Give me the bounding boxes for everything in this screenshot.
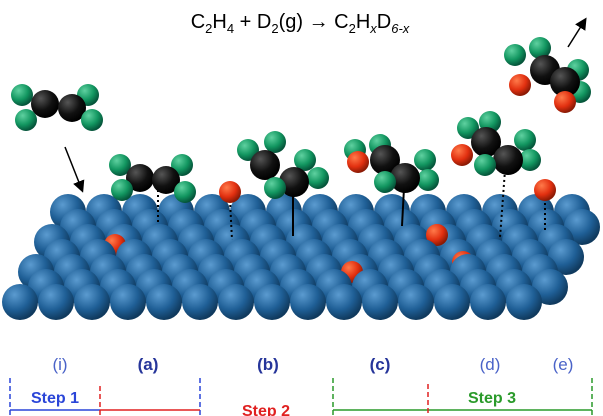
- atom: [414, 149, 436, 171]
- atom: [534, 179, 556, 201]
- surface-atom: [74, 284, 110, 320]
- eq-part: H: [212, 11, 226, 33]
- atom: [474, 154, 496, 176]
- eq-sub: 4: [227, 21, 234, 36]
- surface: [2, 194, 600, 320]
- surface-atom: [254, 284, 290, 320]
- surface-atom: [38, 284, 74, 320]
- atom: [250, 150, 280, 180]
- atom: [519, 149, 541, 171]
- molecules: [11, 37, 591, 241]
- eq-sub: 2: [271, 21, 278, 36]
- surface-atom: [506, 284, 542, 320]
- stage-label: (b): [257, 355, 279, 374]
- atom: [58, 94, 86, 122]
- step-label: Step 3: [468, 390, 516, 407]
- surface-atom: [434, 284, 470, 320]
- eq-sub: 2: [205, 21, 212, 36]
- bond: [499, 169, 506, 239]
- stage-label: (i): [52, 355, 67, 374]
- surface-atom: [398, 284, 434, 320]
- atom: [471, 127, 501, 157]
- atom: [307, 167, 329, 189]
- atom: [504, 44, 526, 66]
- surface-atom: [548, 239, 584, 275]
- stage-label: (e): [553, 355, 574, 374]
- atom: [152, 166, 180, 194]
- atom: [11, 84, 33, 106]
- atom: [279, 167, 309, 197]
- step-label: Step 2: [242, 403, 290, 416]
- surface-atom: [182, 284, 218, 320]
- atom: [550, 67, 580, 97]
- atom: [171, 154, 193, 176]
- stage-label: (a): [138, 355, 159, 374]
- bond: [401, 187, 405, 227]
- eq-part: + D: [234, 11, 271, 33]
- surface-atom: [110, 284, 146, 320]
- stage-label: (c): [370, 355, 391, 374]
- bracket-step3: [332, 378, 593, 416]
- atom: [509, 74, 531, 96]
- atom: [31, 90, 59, 118]
- step-label: Step 1: [31, 390, 79, 407]
- atom: [109, 154, 131, 176]
- atom: [390, 163, 420, 193]
- surface-atom: [470, 284, 506, 320]
- eq-sub: x: [369, 21, 377, 36]
- surface-atom: [362, 284, 398, 320]
- atom: [264, 177, 286, 199]
- atom: [15, 109, 37, 131]
- atom: [111, 179, 133, 201]
- atom: [451, 144, 473, 166]
- arrow: [64, 146, 85, 193]
- atom: [370, 145, 400, 175]
- atom: [529, 37, 551, 59]
- surface-atom: [532, 269, 568, 305]
- atom: [264, 131, 286, 153]
- atom: [126, 164, 154, 192]
- equation: C2H4 + D2(g) → C2HxD6-x: [191, 11, 410, 36]
- atom: [374, 171, 396, 193]
- atom: [294, 149, 316, 171]
- atom: [219, 181, 241, 203]
- atom: [417, 169, 439, 191]
- bond: [229, 199, 233, 241]
- atom: [554, 91, 576, 113]
- eq-part: H: [356, 11, 370, 33]
- atom: [174, 181, 196, 203]
- surface-atom: [290, 284, 326, 320]
- atom: [514, 129, 536, 151]
- atom: [457, 117, 479, 139]
- atom: [493, 145, 523, 175]
- surface-atom: [2, 284, 38, 320]
- bracket-step1: [9, 378, 201, 416]
- adsorbed-d: [426, 224, 448, 246]
- arrow: [567, 17, 587, 48]
- surface-atom: [218, 284, 254, 320]
- surface-atom: [326, 284, 362, 320]
- eq-sub: 6-x: [391, 21, 410, 36]
- eq-sub: 2: [349, 21, 356, 36]
- atom: [347, 151, 369, 173]
- stage-label: (d): [480, 355, 501, 374]
- eq-part: (g) → C: [279, 11, 349, 33]
- eq-part: D: [377, 11, 391, 33]
- surface-atom: [146, 284, 182, 320]
- surface-atom: [564, 209, 600, 245]
- eq-part: C: [191, 11, 205, 33]
- atom: [81, 109, 103, 131]
